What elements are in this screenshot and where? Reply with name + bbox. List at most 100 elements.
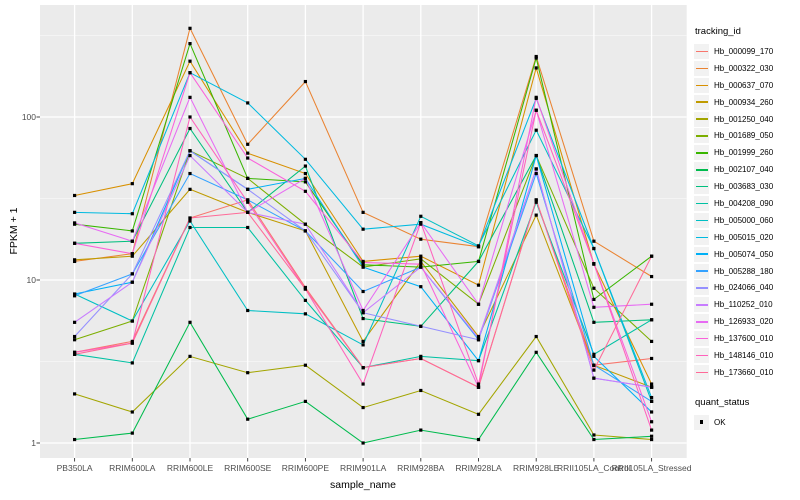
data-point-marker [73,338,77,342]
data-point-marker [650,274,654,279]
data-point-marker [419,254,423,258]
data-point-marker [73,334,77,339]
data-point-marker [246,308,250,313]
data-point-marker [592,352,596,356]
data-point-marker [592,354,596,358]
data-point-marker [534,128,538,132]
legend-key-line-icon [694,60,709,76]
data-point-marker [130,361,134,365]
data-point-marker [246,101,250,105]
data-point-marker [419,428,423,432]
data-point-marker [592,262,596,266]
legend-item: Hb_173660_010 [694,364,800,381]
legend-item: Hb_000322_030 [694,60,800,77]
y-axis-title: FPKM + 1 [8,207,20,255]
x-tick-label: RRII105LA_Control [557,463,631,473]
data-point-marker [650,302,654,306]
data-point-marker [361,441,365,445]
data-point-marker [188,216,192,220]
data-point-marker [246,142,250,146]
data-point-marker [188,71,192,75]
data-point-marker [188,225,192,230]
data-point-marker [419,285,423,289]
legend-item: Hb_126933_020 [694,313,800,330]
x-tick-label: RRII105LA_Stressed [611,463,692,473]
data-point-marker [419,257,423,261]
data-point-marker [246,151,250,155]
data-point-marker [361,405,365,410]
data-point-marker [130,254,134,258]
data-point-marker [130,212,134,216]
data-point-marker [476,382,481,386]
data-point-marker [361,265,365,269]
legend-key-line-icon [694,314,709,330]
y-tick-label: 10 [26,275,36,285]
legend-item: Hb_001250_040 [694,111,800,128]
data-point-marker [650,428,654,432]
data-point-marker [650,356,654,361]
legend: tracking_id Hb_000099_170 Hb_000322_030 Hb… [694,26,800,431]
legend-item: Hb_000637_070 [694,77,800,94]
legend-item-label: Hb_000934_260 [714,97,774,107]
legend-item: Hb_005015_020 [694,229,800,246]
data-point-marker [303,157,307,161]
black-square-marker-icon [694,414,709,430]
legend-item-ok: OK [694,414,800,431]
data-point-marker [188,320,192,324]
legend-item: Hb_005288_180 [694,263,800,280]
legend-item: Hb_001999_260 [694,144,800,161]
data-point-marker [246,156,250,160]
data-point-marker [73,221,77,225]
legend-item-label: Hb_005000_060 [714,215,774,225]
data-point-marker [650,339,654,344]
data-point-marker [73,350,77,354]
legend-key-line-icon [694,229,709,245]
data-point-marker [188,219,192,223]
data-point-marker [303,312,307,316]
data-point-marker [188,171,192,176]
data-point-marker [303,363,307,367]
data-point-marker [534,200,538,204]
legend-item: Hb_024066_040 [694,279,800,296]
legend-item: Hb_148146_010 [694,347,800,364]
data-point-marker [650,395,654,400]
data-point-marker [419,354,423,358]
data-point-marker [73,320,77,324]
data-point-marker [73,292,77,296]
data-point-marker [650,385,654,389]
data-point-marker [419,262,423,266]
legend-title-tracking-id: tracking_id [695,26,741,37]
legend-item: Hb_000934_260 [694,94,800,111]
data-point-marker [534,171,538,176]
data-point-marker [130,239,134,243]
legend-key-line-icon [694,77,709,93]
data-point-marker [534,167,538,171]
legend-key-line-icon [694,43,709,59]
data-point-marker [303,229,307,233]
data-point-marker [476,359,481,363]
legend-item-label: Hb_002107_040 [714,165,774,175]
data-point-marker [303,164,307,168]
data-point-marker [650,254,654,258]
data-point-marker [534,95,538,99]
legend-item: Hb_002107_040 [694,161,800,178]
legend-key-line-icon [694,347,709,363]
data-point-marker [476,338,481,342]
data-point-marker [592,239,596,243]
data-point-marker [534,350,538,354]
data-point-marker [592,433,596,437]
data-point-marker [361,311,365,315]
legend-item: Hb_005000_060 [694,212,800,229]
data-point-marker [303,79,307,84]
y-tick-label: 100 [21,112,36,122]
data-point-marker [592,437,596,442]
data-point-marker [592,363,596,367]
data-point-marker [73,210,77,214]
legend-key-line-icon [694,195,709,211]
legend-item: Hb_005074_050 [694,246,800,263]
data-point-marker [534,66,538,70]
data-point-marker [73,352,77,356]
data-point-marker [476,302,481,306]
legend-item-label: OK [714,417,726,427]
data-point-marker [650,437,654,442]
